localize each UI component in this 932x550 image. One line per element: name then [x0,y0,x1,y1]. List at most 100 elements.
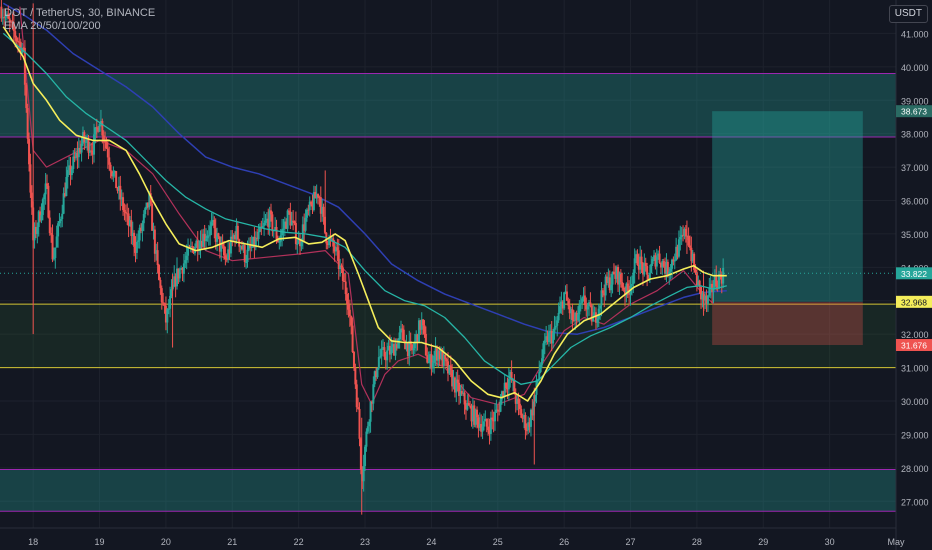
candle-body [340,265,343,268]
candle-body [36,227,39,235]
candle-body [293,221,296,224]
candle-body [528,422,531,427]
candle-body [449,365,452,370]
candle-body [556,320,559,326]
candle-body [228,249,231,254]
candle-body [115,171,118,189]
candle-body [341,267,344,281]
candle-body [40,214,43,221]
candle-body [643,262,646,275]
candle-body [283,221,286,229]
candle-body [329,237,332,239]
candle-body [467,403,470,406]
candle-body [66,170,69,178]
candle-body [394,344,397,356]
candle-body [348,309,351,317]
candle-body [511,379,514,381]
price-label-text: 31.676 [901,341,927,351]
candle-body [554,325,557,328]
candle-body [184,260,187,264]
candle-body [384,356,387,361]
candle-body [705,295,708,304]
candle-body [451,369,454,387]
candle-body [653,255,656,260]
candle-body [576,314,579,321]
candle-body [130,220,133,236]
candle-body [593,312,596,316]
candle-body [411,344,414,351]
candle-body [509,371,512,380]
time-tick-label: 29 [758,537,768,547]
candle-body [68,165,71,171]
candle-body [625,283,628,296]
candle-body [354,367,357,385]
candle-body [322,206,325,217]
candle-body [557,312,560,321]
candle-body [514,394,517,404]
candle-body [684,229,687,237]
candle-body [594,312,597,323]
candle-body [487,426,490,430]
candle-body [365,431,368,447]
candle-body [517,398,520,404]
candle-body [523,415,526,418]
candle-body [166,309,169,323]
candle-body [221,243,224,247]
candle-body [499,399,502,412]
candle-body [299,240,302,247]
candle-body [412,348,415,351]
candle-body [21,47,24,54]
candle-body [362,466,365,482]
candle-body [305,209,308,218]
currency-button[interactable]: USDT [888,5,928,23]
indicator-legend[interactable]: EMA 20/50/100/200 [4,20,101,32]
symbol-title[interactable]: DOT / TetherUS, 30, BINANCE [4,7,156,19]
candle-body [583,295,586,306]
candle-body [311,204,314,211]
candle-body [688,245,691,248]
candle-body [239,246,242,248]
candle-body [506,388,509,390]
price-tick-label: 38.000 [901,130,929,140]
candle-body [173,276,176,287]
candle-body [673,260,676,262]
candle-body [181,268,184,274]
candle-body [671,259,673,269]
price-label-badge [896,339,932,352]
candle-body [386,350,389,361]
price-label-text: 38.673 [901,107,927,117]
long-position-tool[interactable] [712,111,863,346]
candle-body [180,268,183,270]
candle-body [106,148,109,158]
candle-body [191,246,194,248]
candle-body [596,318,599,323]
candle-body [199,241,202,249]
candle-body [478,424,481,428]
candle-body [433,355,436,363]
price-tick-label: 35.000 [901,230,929,240]
candle-body [240,246,243,250]
candle-body [415,334,418,342]
candle-body [271,214,274,232]
candle-body [187,246,190,256]
time-tick-label: 22 [294,537,304,547]
candle-body [680,234,683,238]
candle-body [23,47,26,85]
candle-body [138,227,141,241]
candle-body [635,254,638,259]
candle-body [149,193,152,204]
candle-body [503,382,506,397]
candle-body [10,21,13,23]
candle-body [459,390,462,396]
candle-body [48,217,51,234]
price-label-badge [896,295,932,308]
candle-body [330,238,333,240]
candle-body [286,210,289,229]
candle-body [417,320,420,343]
candle-body [55,236,58,248]
candle-body [90,150,93,152]
candle-body [657,253,660,257]
candle-body [510,371,513,380]
candle-body [372,384,375,404]
